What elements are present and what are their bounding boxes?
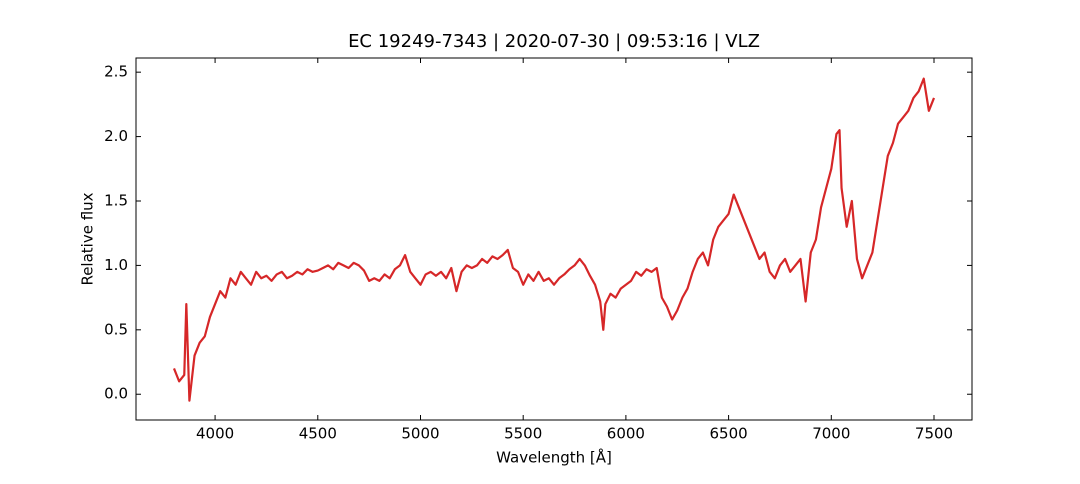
y-tick-label: 0.0 [104, 385, 128, 403]
chart-title: EC 19249-7343 | 2020-07-30 | 09:53:16 | … [348, 31, 760, 52]
y-tick-label: 1.5 [104, 191, 128, 209]
y-tick-label: 2.0 [104, 127, 128, 145]
plot-frame [135, 57, 973, 421]
y-tick-label: 1.0 [104, 256, 128, 274]
x-tick-label: 5000 [401, 425, 439, 443]
x-tick-label: 5500 [504, 425, 542, 443]
x-axis-label: Wavelength [Å] [496, 448, 612, 467]
y-tick-label: 2.5 [104, 63, 128, 81]
x-tick-label: 6000 [607, 425, 645, 443]
spectrum-line [172, 77, 936, 402]
x-tick-label: 4500 [299, 425, 337, 443]
x-tick-label: 7500 [915, 425, 953, 443]
y-axis-label: Relative flux [79, 192, 97, 285]
x-tick-label: 7000 [812, 425, 850, 443]
y-tick-label: 0.5 [104, 320, 128, 338]
x-tick-label: 4000 [196, 425, 234, 443]
x-tick-label: 6500 [710, 425, 748, 443]
